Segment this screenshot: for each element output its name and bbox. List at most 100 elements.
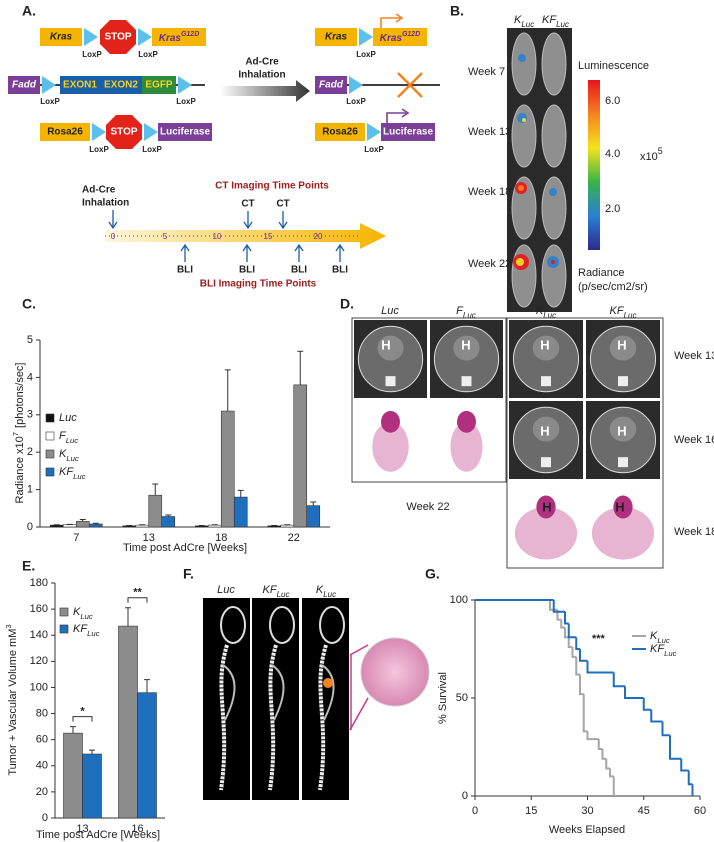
legend-swatch: [45, 449, 55, 459]
gene-label: Rosa26: [47, 127, 83, 138]
y-tick-label: 50: [456, 692, 468, 704]
survival-step: [669, 735, 682, 760]
timeline-tick: 5: [163, 232, 168, 241]
image-frame: [351, 317, 507, 483]
row-label: Week 22: [468, 258, 511, 270]
ct-heart: [532, 416, 560, 442]
heart-label: H: [542, 499, 551, 514]
legend-swatch: [59, 607, 69, 617]
error-bar: [79, 519, 86, 522]
ribs: [222, 664, 236, 721]
heart-label: H: [461, 337, 470, 352]
survival-step: [575, 656, 580, 676]
histology-heart: [381, 410, 400, 433]
ct-label: CT: [241, 199, 254, 210]
bli-label: BLI: [239, 265, 255, 276]
bar: [207, 524, 222, 528]
skull: [319, 606, 345, 644]
survival-step: [549, 600, 558, 611]
bar: [293, 384, 308, 528]
ribs: [321, 664, 335, 721]
luminescence-spot: [518, 54, 526, 62]
legend-label: KFLuc: [650, 643, 677, 658]
histology-lung: [591, 506, 655, 560]
error-bar: [224, 369, 231, 412]
heart-label: H: [540, 337, 549, 352]
survival-step: [624, 686, 644, 699]
bar: [75, 521, 90, 528]
survival-step: [556, 609, 562, 621]
legend-label: FLuc: [59, 430, 78, 445]
mouse-body: [541, 104, 567, 168]
panel-label: D.: [340, 296, 354, 312]
bar: [220, 410, 235, 528]
bar: [88, 523, 103, 528]
label-sub: Luc: [664, 649, 677, 658]
panel-d: D. Luc FLuc KLuc KFLuc Week 22 Week 13 W…: [340, 296, 714, 569]
ct-spine: [541, 376, 551, 387]
bar: [161, 516, 176, 528]
panel-a: A. Kras STOP KrasG12D LoxP LoxP Fadd EXO…: [8, 3, 440, 290]
gene-sup: G12D: [181, 31, 199, 38]
x-tick-label: 0: [472, 805, 478, 817]
y-tick-label: 0: [462, 790, 468, 802]
stop-label: STOP: [110, 127, 137, 138]
loxp-label: LoxP: [176, 97, 196, 106]
ct-title: CT Imaging Time Points: [215, 181, 329, 192]
label-main: K: [536, 305, 544, 317]
ct-spine: [541, 457, 551, 468]
label-sub: Luc: [624, 311, 637, 320]
image-frame: [506, 317, 664, 569]
gene-label: KrasG12D: [380, 31, 421, 43]
panel-label: F.: [183, 566, 194, 582]
y-tick-label: 2: [27, 446, 33, 458]
survival-step: [597, 739, 603, 750]
legend-swatch: [45, 467, 55, 477]
error-bar: [237, 489, 244, 498]
gene-box: [315, 76, 347, 94]
row-label: Week 7: [468, 66, 505, 78]
luminescence-spot: [518, 185, 524, 191]
label-sup: 5: [658, 146, 663, 156]
skull: [269, 606, 295, 644]
x-tick-label: 13: [143, 532, 155, 544]
timeline-tick: 0: [111, 232, 116, 241]
row-label: Week 18: [468, 186, 511, 198]
panel-f: F. Luc KFLuc KLuc: [183, 566, 430, 731]
week-label: Week 22: [406, 501, 449, 513]
y-tick-label: 120: [30, 655, 48, 667]
gene-box: [315, 123, 365, 141]
label-main: KF: [59, 466, 74, 478]
ribs: [271, 664, 285, 721]
survival-step: [609, 768, 614, 778]
legend-label: Luc: [59, 412, 77, 424]
y-tick-label: 20: [36, 786, 48, 798]
bli-label: BLI: [291, 265, 307, 276]
y-axis-label: Tumor + Vascular Volume mM3: [4, 624, 19, 775]
row-label: Week 13: [468, 126, 511, 138]
survival-step: [612, 672, 625, 688]
label-main: % Survival: [437, 672, 449, 724]
x-tick-label: 13: [76, 823, 88, 835]
timeline-tick: 20: [314, 232, 323, 241]
gene-label: KrasG12D: [159, 31, 200, 43]
luminescence-spot: [517, 113, 527, 123]
survival-step: [586, 731, 599, 741]
loxp-label: LoxP: [138, 50, 158, 59]
legend-swatch: [45, 413, 55, 423]
y-tick-label: 80: [36, 707, 48, 719]
label-main: K: [73, 606, 81, 618]
bar: [122, 525, 137, 528]
ct-spine: [461, 376, 472, 387]
ct-heart: [377, 335, 404, 361]
bar: [194, 525, 209, 528]
label-main: Radiance x10: [14, 436, 26, 503]
panel-label: B.: [450, 3, 464, 19]
loxp-site: [178, 76, 192, 94]
heart-label: H: [617, 423, 626, 438]
error-bar: [152, 483, 159, 496]
survival-step: [642, 698, 652, 711]
bli-label: BLI: [332, 265, 348, 276]
bar: [82, 753, 102, 819]
bar: [267, 525, 282, 528]
